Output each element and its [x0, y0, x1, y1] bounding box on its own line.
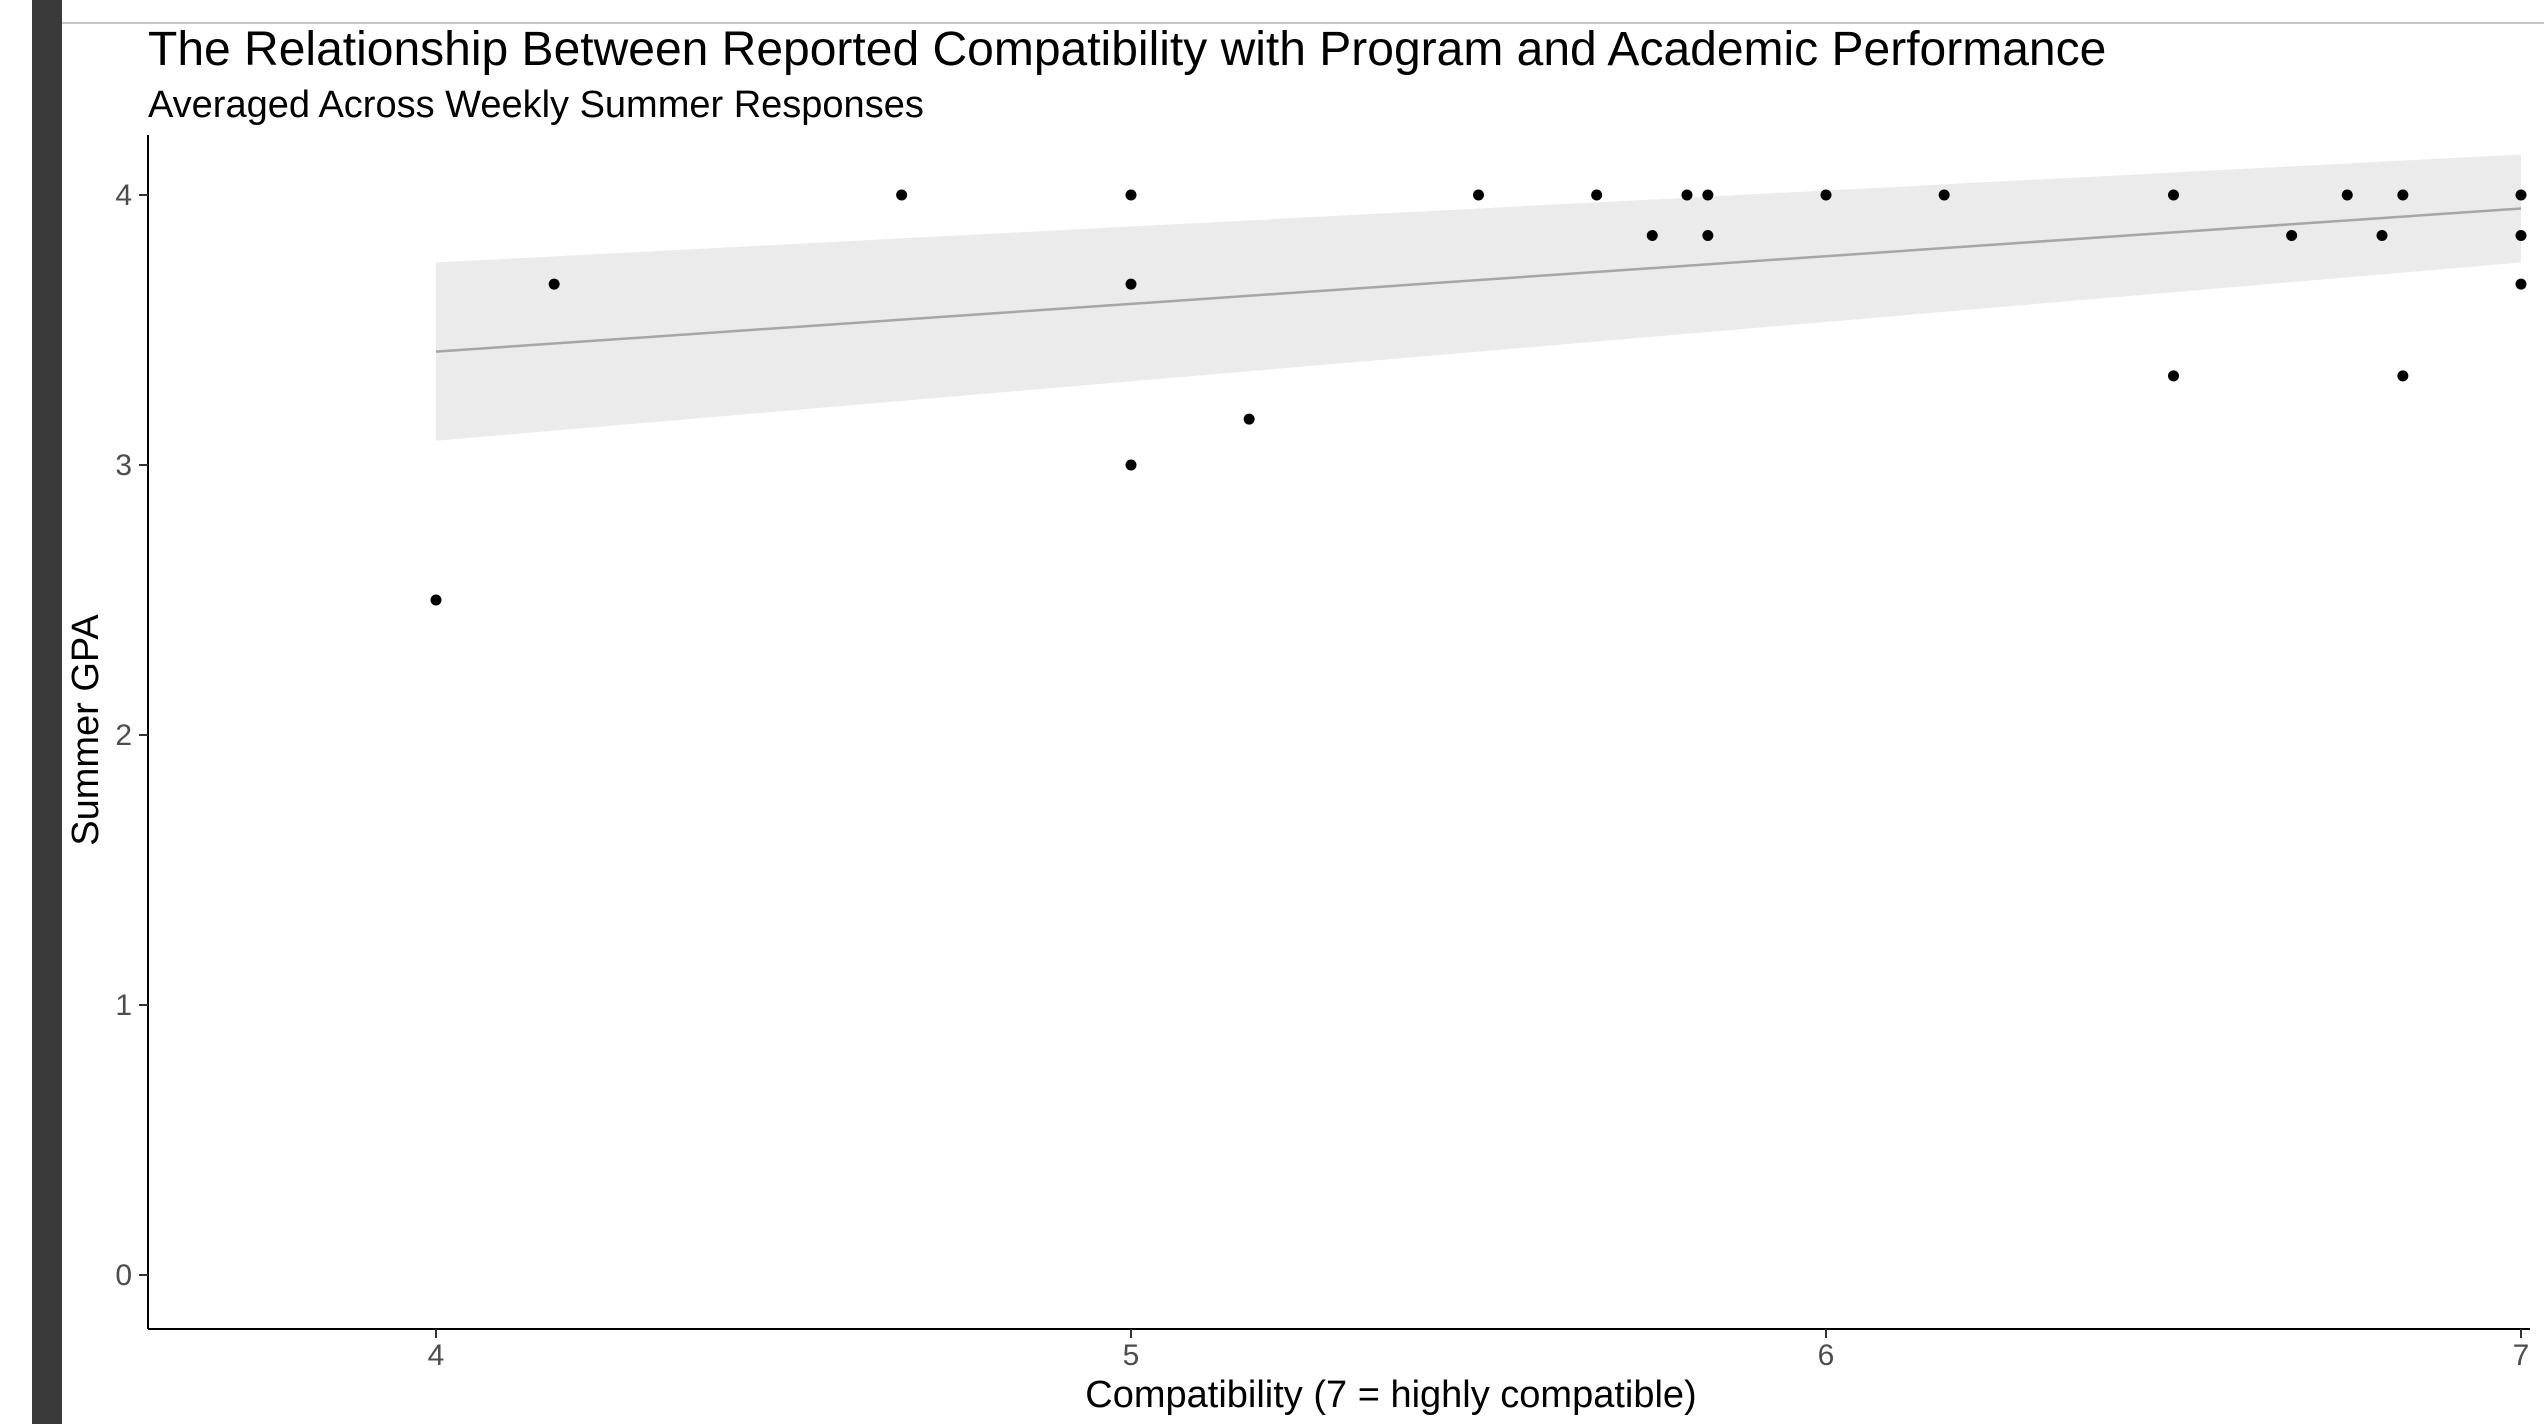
x-axis-title: Compatibility (7 = highly compatible) — [1085, 1374, 1696, 1416]
data-point — [2397, 189, 2409, 201]
data-point — [1125, 189, 1137, 201]
x-tick-label: 4 — [428, 1339, 445, 1372]
data-point — [1591, 189, 1603, 201]
data-point — [430, 594, 442, 606]
data-point — [2515, 230, 2527, 241]
x-tick-label: 6 — [1818, 1339, 1835, 1372]
data-point — [1125, 459, 1137, 471]
y-tick-label: 1 — [115, 989, 132, 1022]
data-point — [1125, 278, 1137, 290]
data-point — [2376, 230, 2388, 241]
data-point — [2286, 230, 2298, 241]
data-point — [1702, 230, 1714, 241]
data-point — [2168, 189, 2179, 201]
confidence-band — [436, 154, 2521, 441]
points-layer — [430, 189, 2527, 606]
chart-subtitle: Averaged Across Weekly Summer Responses — [148, 84, 924, 126]
y-axis-title: Summer GPA — [65, 614, 107, 846]
data-point — [2168, 370, 2179, 382]
data-point — [1702, 189, 1714, 201]
fit-line-layer — [435, 207, 2522, 353]
data-point — [2515, 189, 2527, 201]
data-point — [2515, 278, 2527, 290]
data-point — [1243, 413, 1255, 425]
x-tick-label: 5 — [1123, 1339, 1140, 1372]
y-tick-label: 0 — [115, 1259, 132, 1292]
data-point — [896, 189, 908, 201]
data-point — [1938, 189, 1950, 201]
left-frame-bar — [32, 0, 62, 1424]
y-tick-label: 2 — [115, 719, 132, 752]
data-point — [1820, 189, 1832, 201]
chart-title: The Relationship Between Reported Compat… — [148, 23, 2106, 76]
x-tick-label: 7 — [2513, 1339, 2530, 1372]
data-point — [548, 278, 560, 290]
y-tick-label: 4 — [115, 179, 132, 212]
data-point — [2341, 189, 2353, 201]
top-frame-rule — [62, 22, 2544, 24]
data-point — [1473, 189, 1484, 201]
data-point — [1681, 189, 1693, 201]
axes-layer: 0 1 2 3 4 4 5 6 7 — [115, 135, 2530, 1372]
y-tick-label: 3 — [115, 449, 132, 482]
confidence-band-layer — [436, 154, 2521, 441]
data-point — [1646, 230, 1658, 241]
data-point — [2397, 370, 2409, 382]
regression-line — [435, 207, 2522, 353]
